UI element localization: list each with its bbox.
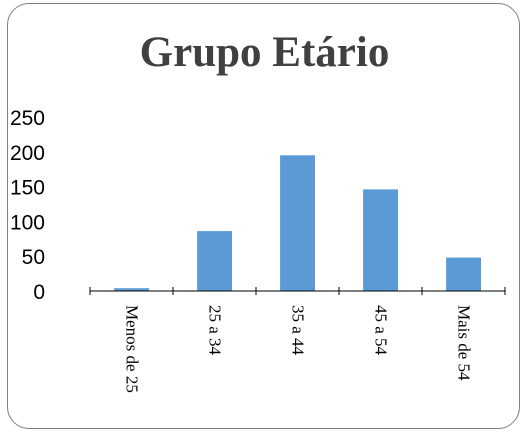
- bar-4: [446, 257, 481, 291]
- chart-title: Grupo Etário: [139, 29, 390, 76]
- y-tick-label-2: 100: [10, 211, 45, 234]
- bar-2: [280, 155, 315, 291]
- y-tick-label-0: 0: [33, 281, 45, 304]
- x-tick-label-2: 35 a 44: [289, 305, 308, 356]
- bar-0: [114, 288, 149, 291]
- axes-group: [89, 287, 506, 295]
- x-tick-label-3: 45 a 54: [372, 305, 391, 356]
- x-tick-label-1: 25 a 34: [206, 305, 225, 356]
- chart-frame: [7, 3, 520, 429]
- bars-group: [114, 155, 481, 291]
- y-tick-labels: 0 50 100 150 200 250: [10, 107, 45, 304]
- bar-1: [197, 231, 232, 291]
- x-tick-label-0: Menos de 25: [123, 305, 142, 393]
- y-tick-label-1: 50: [22, 246, 45, 269]
- y-tick-label-4: 200: [10, 142, 45, 165]
- y-tick-label-3: 150: [10, 177, 45, 200]
- x-tick-labels: Menos de 25 25 a 34 35 a 44 45 a 54 Mais de …: [123, 305, 474, 393]
- x-tick-label-4: Mais de 54: [455, 305, 474, 381]
- y-tick-label-5: 250: [10, 107, 45, 130]
- bar-3: [363, 189, 398, 291]
